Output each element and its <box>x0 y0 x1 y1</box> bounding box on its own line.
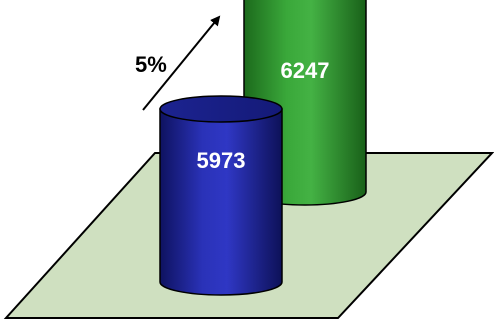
cylinder-body-1 <box>159 108 283 296</box>
growth-label: 5% <box>135 52 167 77</box>
data-label-2: 6247 <box>281 58 330 83</box>
bars-layer: 6247 5973 <box>159 0 367 296</box>
data-label-1: 5973 <box>197 148 246 173</box>
growth-arrow <box>142 15 221 111</box>
cylinder-bar-1: 5973 <box>159 95 283 296</box>
cylinder-top-1 <box>159 95 283 123</box>
